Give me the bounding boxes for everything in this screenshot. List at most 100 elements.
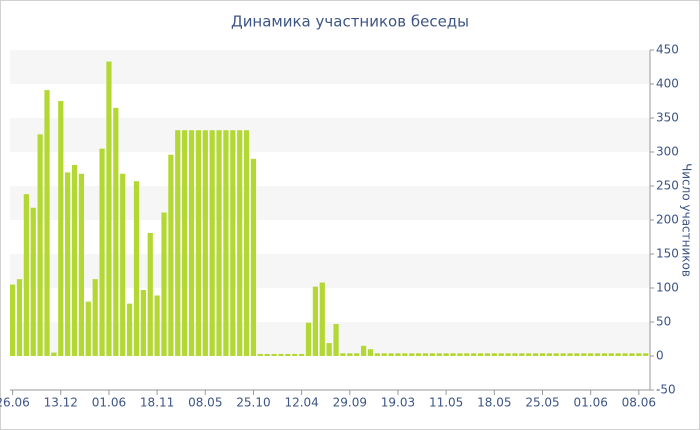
bar [457,353,463,356]
y-tick-label: 150 [656,247,679,261]
bar [58,101,64,356]
bar [202,130,208,356]
bar [78,173,85,356]
bar [354,353,360,356]
x-tick-label: 26.06 [0,396,30,410]
bar [285,353,291,356]
bar [113,107,119,356]
bar [581,353,587,356]
bar [237,130,243,356]
bar [381,353,387,356]
bar [388,353,394,356]
grid-band [10,50,650,84]
x-tick-label: 11.05 [429,396,463,410]
bar [629,353,635,356]
bar [526,353,532,356]
x-tick-label: 25.10 [236,396,270,410]
bar [223,130,229,356]
bar [299,353,305,356]
grid-band [10,254,650,288]
y-tick-label: 200 [656,213,679,227]
bar [23,194,29,356]
grid-band [10,118,650,152]
x-tick-label: 13.12 [44,396,78,410]
x-tick-label: 18.11 [140,396,174,410]
bar [636,353,642,356]
grid-band [10,186,650,220]
bar [319,282,325,356]
y-tick-label: -50 [656,383,676,397]
bar [30,207,36,356]
bar [65,172,71,356]
bar [395,353,401,356]
bar [147,232,153,356]
bar [99,148,105,356]
bar [608,353,614,356]
bar [588,353,594,356]
bar [175,130,181,356]
bar [126,303,133,356]
x-tick-label: 01.06 [92,396,126,410]
bar [188,130,195,356]
x-tick-label: 08.06 [622,396,656,410]
bar [643,353,649,356]
x-tick-label: 19.03 [381,396,415,410]
bar [402,353,408,356]
bar [140,290,146,356]
bar [312,286,318,356]
bar [505,353,511,356]
y-tick-label: 300 [656,145,679,159]
bar [37,134,43,356]
bar [594,353,601,356]
bar [209,130,215,356]
bar [271,353,277,356]
bar [546,353,552,356]
chart-title: Динамика участников беседы [231,13,469,31]
bar [422,353,429,356]
bar [333,324,339,356]
bar [51,352,57,356]
bar [106,61,112,357]
bar [10,284,16,356]
x-tick-label: 12.04 [284,396,318,410]
bar [622,353,628,356]
bar [250,158,257,356]
bar [615,353,621,356]
bar [182,130,188,356]
bar [429,353,435,356]
y-tick-label: 450 [656,43,679,57]
bar [498,353,504,356]
bar [519,353,525,356]
bar [347,353,353,356]
bar [264,353,270,356]
bar [484,353,491,356]
bar [367,349,374,356]
bar [601,353,608,356]
bar [230,130,236,356]
bar [161,212,167,356]
bar [195,130,202,356]
bar [450,353,456,356]
bar [491,353,497,356]
bar [560,353,566,356]
bar [16,279,23,356]
y-tick-label: 100 [656,281,679,295]
bar [243,130,250,356]
bar [512,353,518,356]
bar [92,279,98,356]
x-tick-label: 18.05 [477,396,511,410]
bar [374,353,380,356]
x-tick-label: 01.06 [573,396,607,410]
bar [278,353,284,356]
x-tick-label: 08.05 [188,396,222,410]
bar [477,353,484,356]
x-tick-label: 29.09 [333,396,367,410]
bar [120,173,126,356]
bar [133,181,140,356]
y-tick-label: 0 [656,349,664,363]
bar [44,90,50,357]
bar [360,345,367,356]
y-axis-label: Число участников [680,163,694,277]
y-tick-label: 350 [656,111,679,125]
bar [553,353,559,356]
